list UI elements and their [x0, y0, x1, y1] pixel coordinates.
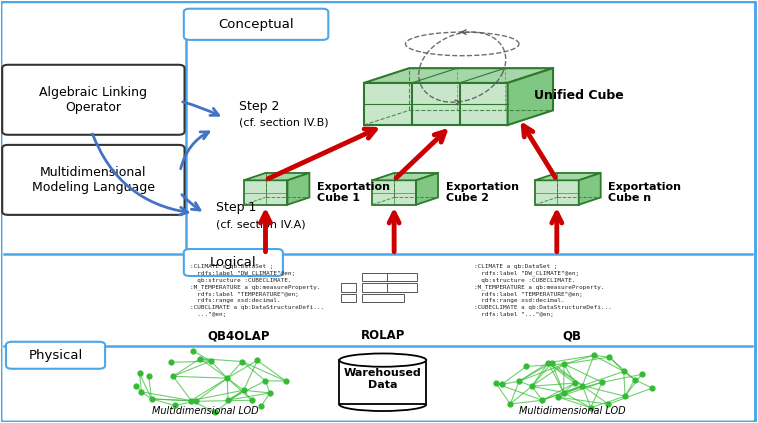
- Polygon shape: [243, 180, 287, 205]
- Point: [252, 357, 264, 364]
- Text: Multidimensional LOD: Multidimensional LOD: [152, 406, 258, 415]
- Bar: [341, 283, 356, 291]
- FancyBboxPatch shape: [183, 9, 328, 40]
- Point: [520, 363, 532, 370]
- Point: [513, 378, 525, 385]
- Point: [557, 389, 569, 396]
- Point: [222, 397, 234, 404]
- Point: [169, 402, 181, 409]
- Point: [558, 361, 570, 368]
- Text: Exportation
Cube n: Exportation Cube n: [608, 182, 681, 203]
- Text: Physical: Physical: [28, 349, 83, 362]
- Point: [619, 393, 631, 400]
- Text: QB4OLAP: QB4OLAP: [208, 330, 271, 342]
- Text: ROLAP: ROLAP: [361, 330, 405, 342]
- Ellipse shape: [340, 354, 426, 367]
- Polygon shape: [579, 173, 600, 205]
- Point: [635, 371, 647, 378]
- Point: [236, 358, 248, 365]
- Point: [542, 360, 554, 366]
- Text: Exportation
Cube 2: Exportation Cube 2: [446, 182, 518, 203]
- Point: [136, 388, 148, 395]
- Point: [546, 360, 558, 366]
- Point: [246, 397, 258, 404]
- Point: [164, 359, 177, 366]
- Point: [568, 380, 581, 387]
- Point: [185, 397, 197, 404]
- Bar: [341, 294, 356, 302]
- Polygon shape: [535, 180, 579, 205]
- Bar: [362, 283, 404, 291]
- Polygon shape: [416, 173, 438, 205]
- Point: [504, 401, 516, 407]
- Text: (cf. section IV.B): (cf. section IV.B): [239, 118, 329, 128]
- FancyBboxPatch shape: [183, 249, 283, 276]
- Text: Step 1: Step 1: [216, 201, 257, 214]
- Polygon shape: [508, 68, 553, 125]
- FancyBboxPatch shape: [2, 145, 184, 215]
- Point: [536, 397, 548, 404]
- Text: Conceptual: Conceptual: [218, 18, 294, 31]
- Text: Multidimensional
Modeling Language: Multidimensional Modeling Language: [32, 166, 155, 194]
- Bar: [362, 273, 404, 281]
- Point: [618, 368, 630, 375]
- Point: [221, 375, 233, 382]
- Text: Unified Cube: Unified Cube: [534, 89, 624, 102]
- Point: [194, 355, 206, 362]
- Point: [264, 390, 276, 396]
- Point: [255, 402, 268, 409]
- Point: [553, 394, 565, 401]
- Polygon shape: [372, 180, 416, 205]
- Bar: [362, 294, 404, 302]
- Polygon shape: [535, 173, 600, 180]
- Point: [588, 352, 600, 359]
- Point: [603, 401, 615, 408]
- Text: QB: QB: [562, 330, 581, 342]
- Point: [628, 376, 641, 383]
- Polygon shape: [243, 173, 309, 180]
- Text: Multidimensional LOD: Multidimensional LOD: [518, 406, 625, 415]
- Polygon shape: [364, 68, 553, 83]
- Text: :CLIMATE a qb:DataSet ;
  rdfs:label "DW_CLIMATE"@en;
  qb:structure :CUBECLIMAT: :CLIMATE a qb:DataSet ; rdfs:label "DW_C…: [190, 264, 324, 317]
- Point: [133, 370, 146, 377]
- Polygon shape: [372, 173, 438, 180]
- Point: [280, 378, 292, 385]
- FancyBboxPatch shape: [2, 65, 184, 135]
- Point: [237, 387, 249, 393]
- Point: [584, 404, 597, 411]
- Point: [187, 347, 199, 354]
- Bar: [387, 273, 417, 281]
- Point: [143, 373, 155, 379]
- Text: Step 2: Step 2: [239, 99, 280, 113]
- Point: [646, 385, 658, 391]
- Bar: [387, 283, 417, 291]
- Point: [496, 381, 508, 387]
- Bar: [340, 360, 426, 404]
- Text: :CLIMATE a qb:DataSet ;
  rdfs:label "DW_CLIMATE"@en;
  qb:structure :CUBECLIMAT: :CLIMATE a qb:DataSet ; rdfs:label "DW_C…: [474, 264, 611, 317]
- Point: [146, 396, 158, 402]
- Point: [603, 354, 615, 360]
- Polygon shape: [287, 173, 309, 205]
- FancyBboxPatch shape: [6, 342, 105, 369]
- Point: [576, 382, 588, 389]
- Text: Logical: Logical: [210, 256, 257, 269]
- Point: [190, 398, 202, 405]
- Point: [209, 409, 221, 415]
- Point: [526, 383, 538, 390]
- Point: [130, 382, 143, 389]
- Text: Warehoused
Data: Warehoused Data: [344, 368, 421, 390]
- Polygon shape: [364, 83, 508, 125]
- Point: [596, 379, 608, 386]
- Point: [205, 358, 217, 365]
- Text: (cf. section IV.A): (cf. section IV.A): [216, 219, 306, 229]
- Point: [167, 373, 179, 380]
- Point: [259, 377, 271, 384]
- Text: Exportation
Cube 1: Exportation Cube 1: [317, 182, 390, 203]
- Point: [490, 380, 502, 387]
- Text: Algebraic Linking
Operator: Algebraic Linking Operator: [39, 86, 147, 114]
